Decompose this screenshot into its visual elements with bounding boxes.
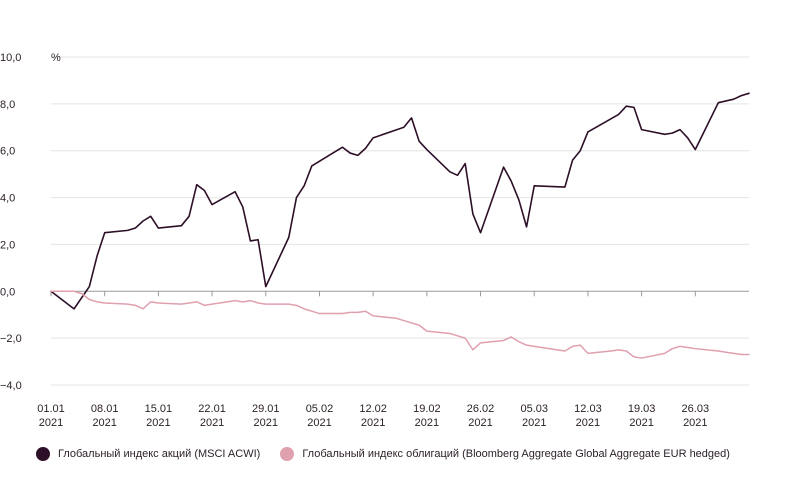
- y-tick-label: 6,0: [0, 146, 15, 158]
- y-tick-label: 4,0: [0, 193, 15, 205]
- x-tick-label-year: 2021: [146, 417, 170, 429]
- x-tick-label-year: 2021: [361, 417, 385, 429]
- y-tick-label: 2,0: [0, 239, 15, 251]
- x-tick-label-date: 26.02: [467, 403, 495, 415]
- x-tick-label-date: 19.02: [413, 403, 441, 415]
- x-tick-label-year: 2021: [629, 417, 653, 429]
- y-tick-label: −4,0: [0, 380, 22, 392]
- x-tick-label-date: 22.01: [198, 403, 226, 415]
- x-tick-label-date: 05.02: [306, 403, 334, 415]
- x-tick-label-year: 2021: [576, 417, 600, 429]
- x-tick-label-year: 2021: [39, 417, 63, 429]
- x-tick-label-date: 05.03: [520, 403, 548, 415]
- x-tick-label-year: 2021: [307, 417, 331, 429]
- x-tick-label-date: 19.03: [628, 403, 656, 415]
- y-tick-label: −2,0: [0, 333, 22, 345]
- x-tick-label-year: 2021: [415, 417, 439, 429]
- x-tick-label-date: 12.03: [574, 403, 602, 415]
- x-tick-label-date: 26.03: [682, 403, 710, 415]
- x-tick-label-date: 08.01: [91, 403, 119, 415]
- y-tick-label: 0,0: [0, 286, 15, 298]
- y-axis-unit-label: %: [51, 52, 61, 64]
- x-tick-label-year: 2021: [522, 417, 546, 429]
- x-tick-label-date: 29.01: [252, 403, 280, 415]
- y-axis-ticks: 10,0 8,0 6,0 4,0 2,0 0,0 −2,0 −4,0: [0, 52, 22, 392]
- chart-legend: Глобальный индекс акций (MSCI ACWI) Глоб…: [36, 447, 750, 461]
- series-line-bonds: [50, 290, 750, 359]
- legend-item-bonds: Глобальный индекс облигаций (Bloomberg A…: [280, 447, 730, 461]
- legend-marker-icon: [36, 447, 50, 461]
- x-tick-label-year: 2021: [683, 417, 707, 429]
- legend-label-bonds: Глобальный индекс облигаций (Bloomberg A…: [302, 448, 730, 460]
- legend-marker-icon: [280, 447, 295, 461]
- x-axis-ticks: 01.01 2021 08.01 2021 15.01 2021 22.01 2021 29.0…: [37, 291, 709, 429]
- line-chart: 10,08,06,04,02,00,0−2,0−4,0 % 01.0120210…: [0, 52, 750, 429]
- y-tick-label: 10,0: [0, 52, 21, 64]
- x-tick-label-year: 2021: [200, 417, 224, 429]
- x-tick-label-date: 12.02: [359, 403, 387, 415]
- grid-lines: [51, 56, 749, 386]
- x-tick-label-date: 01.01: [37, 403, 65, 415]
- series-lines: [50, 92, 750, 359]
- legend-item-equities: Глобальный индекс акций (MSCI ACWI): [36, 447, 260, 461]
- x-tick-label-date: 15.01: [145, 403, 173, 415]
- y-tick-label: 8,0: [0, 99, 15, 111]
- x-tick-label-year: 2021: [92, 417, 116, 429]
- legend-label-equities: Глобальный индекс акций (MSCI ACWI): [58, 448, 261, 460]
- x-tick-label-year: 2021: [468, 417, 492, 429]
- series-line-equities: [50, 92, 750, 310]
- x-tick-label-year: 2021: [254, 417, 278, 429]
